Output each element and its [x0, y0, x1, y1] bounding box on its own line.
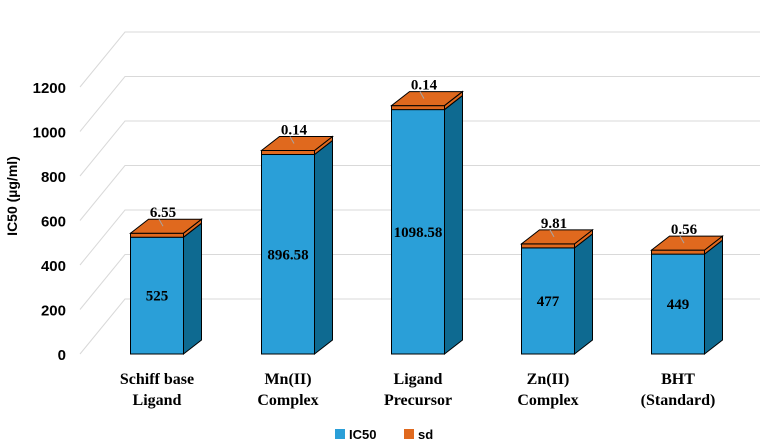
sd-bar: [261, 150, 315, 156]
ic50-data-label: 896.58: [267, 247, 308, 263]
x-tick-label: Ligand Precursor: [384, 371, 452, 409]
sd-bar-top: [260, 136, 334, 152]
sd-data-label: 9.81: [541, 216, 567, 232]
ic50-bar-side: [183, 222, 202, 356]
legend-swatch-sd: [404, 429, 414, 439]
bar-group-4: 0.56 449: [650, 222, 724, 356]
sd-bar: [391, 105, 445, 111]
bar-group-2: 0.14 1098.58: [390, 78, 464, 356]
legend-label-ic50: IC50: [349, 427, 376, 442]
y-tick-400: 400: [41, 258, 66, 275]
legend-label-sd: sd: [418, 427, 433, 442]
sd-data-label: 0.14: [281, 123, 308, 139]
y-axis-ticks: 0 200 400 600 800 1000 1200: [33, 80, 66, 364]
x-tick-label: BHT (Standard): [641, 371, 716, 409]
legend: IC50 sd: [335, 427, 433, 442]
ic50-bar: [261, 154, 315, 355]
sd-leader-line: [679, 235, 685, 244]
ic50-data-label: 477: [537, 294, 560, 310]
gridline-1000: [79, 76, 760, 132]
ic50-bar-side: [444, 94, 463, 356]
y-tick-800: 800: [41, 169, 66, 186]
sd-bar-top: [520, 229, 594, 245]
ic50-bar: [651, 253, 705, 355]
y-tick-200: 200: [41, 303, 66, 320]
gridline-600: [79, 165, 760, 221]
sd-leader-line: [419, 91, 425, 99]
sd-bar-top: [390, 91, 464, 107]
bars: 6.55 525 0.14 896.58 0.14 1098.58 9.81 477 0.56 4…: [129, 78, 724, 356]
gridlines: [79, 31, 760, 355]
ic50-data-label: 1098.58: [394, 225, 443, 241]
y-axis-label: IC50 (µg/ml): [4, 156, 20, 236]
y-tick-1000: 1000: [33, 125, 66, 142]
sd-data-label: 0.56: [671, 222, 698, 238]
sd-bar-top: [129, 218, 203, 234]
y-tick-0: 0: [58, 347, 66, 364]
gridline-800: [79, 120, 760, 177]
x-axis-categories: Schiff base Ligand Mn(II) Complex Ligand Prec…: [120, 371, 715, 409]
sd-leader-line: [549, 229, 555, 238]
legend-swatch-ic50: [335, 429, 345, 439]
gridline-400: [79, 209, 760, 266]
bar-group-1: 0.14 896.58: [260, 123, 334, 356]
sd-bar-top: [650, 235, 724, 251]
ic50-bar-side: [314, 139, 333, 356]
y-tick-1200: 1200: [33, 80, 66, 97]
ic50-bar: [130, 236, 184, 355]
sd-bar: [651, 249, 705, 255]
bar-group-0: 6.55 525: [129, 205, 203, 356]
ic50-bar-side: [704, 239, 723, 356]
gridline-1200: [79, 31, 760, 88]
sd-leader-line: [289, 136, 295, 144]
sd-bar: [521, 243, 575, 249]
sd-bar: [130, 232, 184, 238]
x-tick-label: Mn(II) Complex: [257, 371, 318, 409]
ic50-bar: [391, 109, 445, 355]
ic50-bar-side: [574, 232, 593, 356]
bar-group-3: 9.81 477: [520, 216, 594, 356]
y-tick-600: 600: [41, 214, 66, 231]
x-tick-label: Schiff base Ligand: [120, 371, 194, 409]
ic50-data-label: 525: [146, 289, 169, 305]
x-tick-label: Zn(II) Complex: [517, 371, 578, 409]
sd-data-label: 6.55: [150, 205, 176, 221]
ic50-data-label: 449: [667, 297, 690, 313]
sd-leader-line: [158, 218, 164, 227]
sd-data-label: 0.14: [411, 78, 438, 94]
